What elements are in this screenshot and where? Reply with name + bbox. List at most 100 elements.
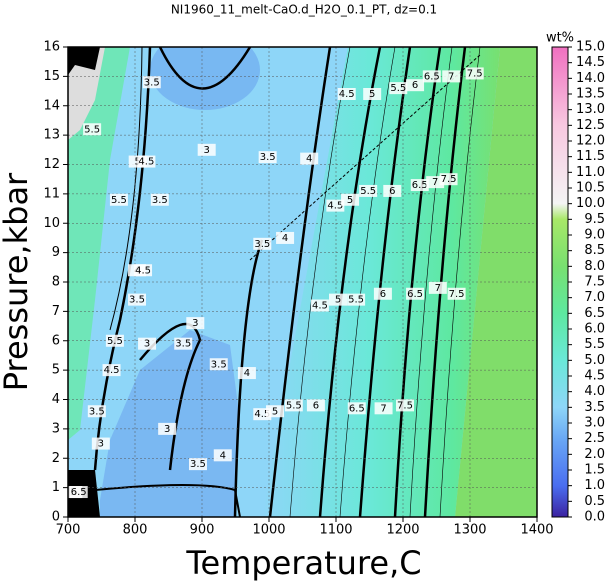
y-tick-label: 2 [52, 451, 60, 466]
y-tick-label: 5 [52, 363, 60, 378]
contour-label: 3.5 [175, 339, 191, 350]
contour-label: 3.5 [144, 77, 160, 88]
blue-blob [150, 47, 260, 110]
contour-label-bg [422, 70, 441, 83]
colorbar-tick-label: 8.0 [584, 259, 605, 274]
contour-label: 3.5 [89, 406, 105, 417]
contour-label-bg [138, 337, 157, 350]
contour-label-bg [105, 334, 124, 347]
x-tick-label: 900 [190, 523, 215, 538]
contour-label-bg [213, 449, 232, 462]
contour-label: 5 [347, 195, 353, 206]
colorbar-tick-label: 4.0 [584, 384, 605, 399]
contour-label: 6 [412, 80, 418, 91]
colorbar-tick-label: 11.0 [576, 165, 605, 180]
y-tick-label: 6 [52, 333, 60, 348]
colorbar-tick-label: 11.5 [576, 149, 605, 164]
left-strip [68, 47, 130, 440]
contour-label: 6.5 [412, 180, 428, 191]
contour-label-bg [363, 88, 382, 100]
contour-label: 3 [164, 424, 170, 435]
contour-label-bg [337, 88, 356, 100]
contour-label-bg [442, 70, 461, 83]
contour-label-bg [374, 402, 393, 415]
contour-label-bg [102, 364, 121, 377]
contour-label: 4.5 [254, 409, 270, 420]
contour-label: 5 [369, 89, 375, 100]
contour-label: 3.5 [190, 459, 206, 470]
colorbar-tick-label: 7.0 [584, 290, 605, 305]
colorbar-tick-label: 1.0 [584, 478, 605, 493]
contour-lines [93, 47, 481, 517]
x-tick-label: 1200 [386, 523, 419, 538]
contour-label: 6.5 [349, 403, 365, 414]
contour-label: 3.5 [254, 239, 270, 250]
contour-label-bg [329, 293, 348, 306]
contour-label-bg [389, 82, 408, 95]
contour-label-bg [128, 293, 147, 306]
contour-label: 3 [204, 145, 210, 156]
colorbar-tick-label: 4.5 [584, 369, 605, 384]
contour-label-bg [237, 367, 256, 380]
y-tick-label: 13 [43, 128, 60, 143]
colorbar-tick-label: 8.5 [584, 243, 605, 258]
contour-label-bg [310, 299, 329, 312]
colorbar-tick-label: 0.5 [584, 494, 605, 509]
contour-label: 5.5 [348, 295, 364, 306]
contour-label-bg [266, 405, 285, 418]
y-tick-label: 9 [52, 245, 60, 260]
x-tick-label: 1100 [319, 523, 352, 538]
contour-label: 6.5 [424, 71, 440, 82]
contour-label: 3.5 [129, 295, 145, 306]
colorbar-tick-label: 15.0 [576, 40, 605, 55]
contour-label: 5 [272, 406, 278, 417]
contour-label: 5 [335, 295, 341, 306]
contour-label-bg [465, 67, 484, 80]
contour-label: 7.5 [441, 174, 457, 185]
y-tick-label: 8 [52, 275, 60, 290]
contour-label-bg [158, 422, 177, 435]
colorbar-tick-label: 12.0 [576, 134, 605, 149]
contour-label-bg [109, 193, 128, 206]
contour-label: 6.5 [71, 487, 87, 498]
contour-label: 3 [192, 318, 198, 329]
contour-label-bg [373, 287, 392, 300]
x-tick-label: 1400 [520, 523, 553, 538]
contour-label-bg [91, 437, 110, 450]
colorbar-tick-label: 14.5 [576, 55, 605, 70]
contour-label: 4 [244, 368, 250, 379]
contour-label: 4 [220, 450, 226, 461]
contour-label-bg [383, 184, 402, 197]
contour-label: 7.5 [397, 400, 413, 411]
colorbar-tick-label: 1.5 [584, 463, 605, 478]
x-tick-label: 1000 [252, 523, 285, 538]
contour-label: 6 [389, 186, 395, 197]
contour-label-bg [306, 399, 325, 412]
y-tick-label: 4 [52, 392, 60, 407]
contour-label-bg [406, 79, 425, 92]
colorbar-tick-label: 5.5 [584, 337, 605, 352]
colorbar-tick-label: 3.5 [584, 400, 605, 415]
y-tick-label: 11 [43, 186, 60, 201]
colorbar-tick-label: 2.0 [584, 447, 605, 462]
colorbar-tick-label: 12.5 [576, 118, 605, 133]
contour-labels: 3.533.544.555.566.577.55.55.554.53.54.55… [64, 67, 484, 499]
contour-label-bg [197, 143, 216, 156]
contour-label: 5.5 [107, 336, 123, 347]
y-axis-label: Pressure,kbar [0, 172, 35, 391]
contour-label: 6 [313, 400, 319, 411]
colorbar-label: wt% [546, 31, 574, 46]
x-tick-label: 1300 [453, 523, 486, 538]
colorbar-tick-label: 13.0 [576, 102, 605, 117]
contour-label: 5.5 [111, 195, 127, 206]
colorbar-tick-label: 10.0 [576, 196, 605, 211]
contour-label: 6 [380, 289, 386, 300]
contour-label-bg [186, 317, 205, 330]
contour-label-bg [83, 123, 102, 136]
contour-label: 7.5 [467, 68, 483, 79]
contour-label: 5.5 [84, 124, 100, 135]
colorbar-tick-label: 6.5 [584, 306, 605, 321]
colorbar-fill [551, 46, 569, 518]
contour-label-bg [284, 399, 303, 412]
